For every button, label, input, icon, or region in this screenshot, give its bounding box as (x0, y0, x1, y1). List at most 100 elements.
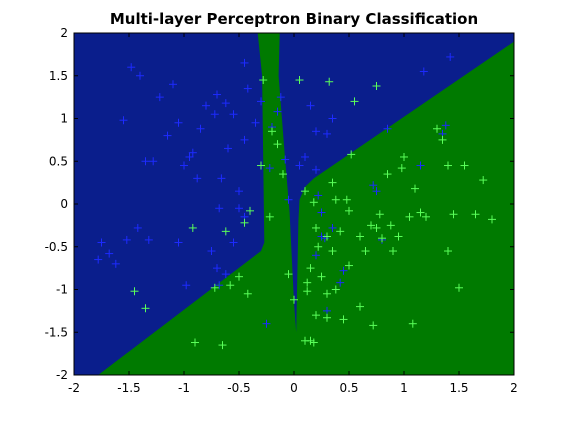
data-point (314, 191, 323, 200)
data-point (331, 195, 340, 204)
data-point (193, 174, 202, 183)
y-tick-label: 0 (60, 197, 68, 211)
data-point (312, 127, 320, 136)
x-tick-label: 1.5 (449, 381, 468, 395)
data-point (350, 97, 359, 106)
blue-class-region-2 (278, 33, 514, 333)
data-point (141, 157, 150, 166)
data-point (356, 302, 364, 311)
data-point (317, 208, 326, 217)
data-point (303, 278, 312, 287)
data-point (446, 52, 455, 61)
y-tick-label: -2 (56, 368, 68, 382)
data-point (94, 255, 103, 264)
data-point (375, 210, 384, 219)
data-point (284, 195, 293, 204)
data-point (284, 270, 293, 279)
y-tick-label: 1.5 (49, 69, 68, 83)
data-point (259, 76, 268, 85)
data-point (221, 227, 230, 236)
data-point (301, 336, 309, 345)
data-point (441, 121, 450, 130)
data-point (306, 101, 315, 110)
data-point (488, 215, 496, 224)
data-point (174, 118, 183, 127)
data-point (122, 235, 131, 244)
data-point (312, 165, 320, 174)
data-point (111, 259, 120, 268)
data-point (460, 161, 469, 170)
data-point (217, 174, 226, 183)
data-point (309, 198, 318, 207)
data-point (240, 135, 249, 144)
data-point (229, 110, 238, 119)
data-point (323, 289, 331, 298)
y-tick-label: 0.5 (49, 154, 68, 168)
data-point (141, 304, 150, 313)
data-point (243, 84, 252, 93)
data-point (235, 272, 243, 281)
data-point (328, 114, 337, 123)
data-point (213, 264, 221, 273)
data-point (433, 124, 441, 133)
data-point (312, 223, 320, 232)
data-point (295, 76, 304, 85)
data-point (246, 206, 254, 215)
x-tick-label: 0.5 (339, 381, 358, 395)
data-point (312, 251, 320, 260)
y-tick-label: -0.5 (45, 240, 68, 254)
data-point (336, 227, 345, 236)
data-point (444, 247, 452, 256)
data-point (240, 218, 249, 227)
data-point (127, 63, 136, 72)
data-point (169, 80, 177, 89)
data-point (416, 208, 425, 217)
y-tick-label: -1.5 (45, 325, 68, 339)
data-point (389, 247, 397, 256)
data-point (372, 82, 381, 91)
y-tick-label: -1 (56, 283, 68, 297)
data-point (372, 187, 381, 196)
data-point (345, 206, 353, 215)
data-point (471, 210, 480, 219)
data-point (339, 315, 348, 324)
data-point (240, 58, 249, 67)
data-point (455, 283, 463, 292)
x-tick-label: -1 (178, 381, 190, 395)
data-point (182, 281, 191, 290)
data-point (339, 266, 348, 275)
data-point (207, 247, 216, 256)
data-point (188, 148, 197, 157)
data-point (279, 170, 287, 179)
data-point (383, 170, 392, 179)
data-point (323, 129, 331, 138)
data-point (328, 178, 337, 187)
data-point (422, 212, 430, 221)
data-point (191, 338, 199, 347)
y-tick-label: 1 (60, 112, 68, 126)
data-point (265, 164, 274, 173)
data-point (444, 161, 452, 170)
data-point (369, 181, 378, 190)
x-tick-label: -1.5 (117, 381, 140, 395)
data-point (235, 204, 243, 213)
data-point (397, 164, 406, 173)
data-point (105, 249, 114, 258)
x-tick-label: 2 (510, 381, 518, 395)
data-point (97, 238, 106, 247)
data-point (202, 101, 210, 110)
data-point (262, 319, 271, 328)
data-point (221, 99, 230, 108)
data-point (257, 161, 265, 170)
data-point (149, 157, 158, 166)
data-point (400, 152, 408, 161)
chart-title: Multi-layer Perceptron Binary Classifica… (110, 10, 478, 28)
data-point (163, 131, 172, 140)
data-point (361, 247, 370, 256)
data-point (257, 97, 265, 106)
data-point (301, 187, 309, 196)
data-point (328, 247, 337, 256)
data-point (378, 234, 386, 243)
x-tick-label: -0.5 (227, 381, 250, 395)
